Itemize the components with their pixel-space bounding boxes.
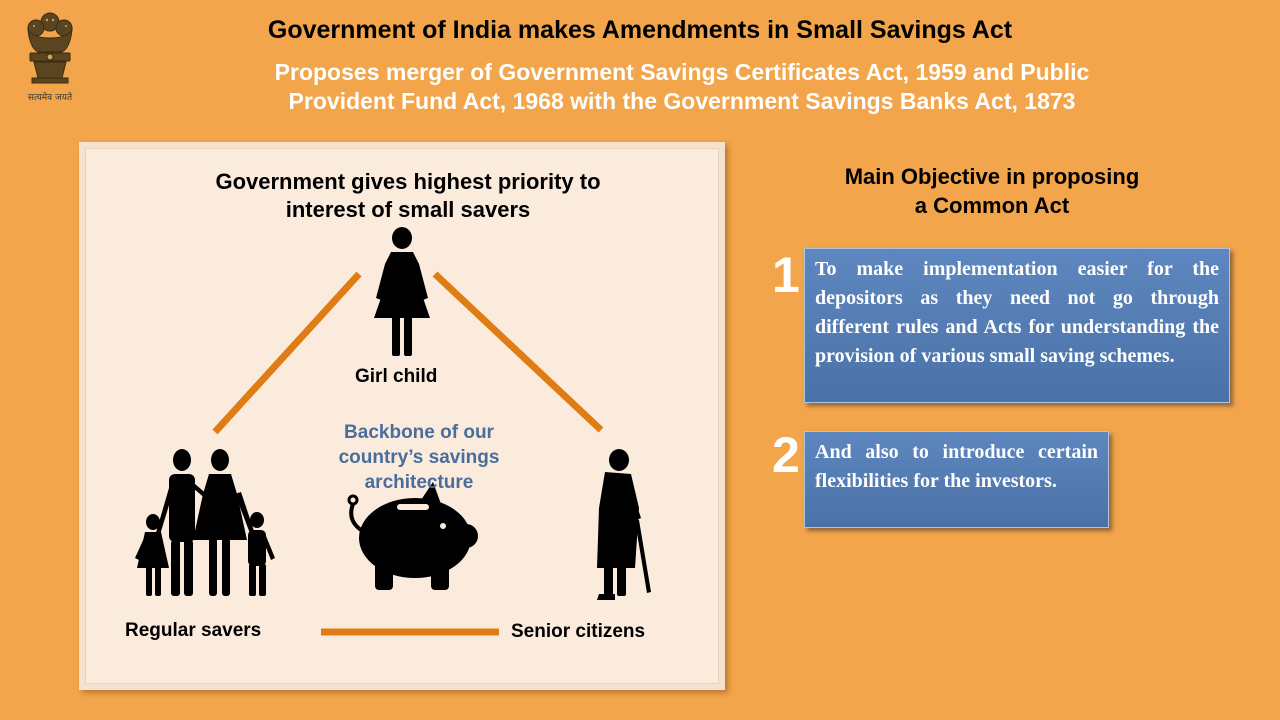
panel-title-line-2: interest of small savers	[285, 197, 531, 222]
page-title: Government of India makes Amendments in …	[267, 16, 1013, 44]
backbone-caption: Backbone of our country’s savings archit…	[297, 420, 541, 495]
backbone-line-1: Backbone of our	[344, 422, 494, 443]
objective-title: Main Objective in proposing a Common Act	[790, 162, 1194, 220]
emblem-motto: सत्यमेव जयते	[27, 93, 73, 103]
panel-title-line-1: Government gives highest priority to	[215, 169, 601, 194]
page-subtitle: Proposes merger of Government Savings Ce…	[92, 58, 1272, 116]
small-savers-panel: Government gives highest priority to int…	[79, 142, 725, 690]
backbone-line-2: country’s savings	[338, 447, 500, 468]
savers-diagram	[135, 227, 651, 636]
subtitle-line-2: Provident Fund Act, 1968 with the Govern…	[288, 88, 1076, 114]
label-senior-citizens: Senior citizens	[511, 621, 646, 642]
objective-title-line-1: Main Objective in proposing	[844, 164, 1140, 189]
connector-girl-senior	[432, 271, 604, 433]
objective-number-2: 2	[772, 427, 800, 483]
senior-citizen-icon	[597, 449, 651, 600]
objective-box-2: And also to introduce certain flexibilit…	[804, 431, 1109, 528]
objective-box-1: To make implementation easier for the de…	[804, 248, 1230, 403]
subtitle-line-1: Proposes merger of Government Savings Ce…	[274, 59, 1090, 85]
connector-girl-regular	[212, 271, 362, 435]
family-icon	[135, 449, 275, 596]
objective-number-1: 1	[772, 247, 800, 303]
national-emblem: सत्यमेव जयते	[18, 8, 82, 104]
label-regular-savers: Regular savers	[125, 620, 262, 641]
objective-title-line-2: a Common Act	[914, 193, 1070, 218]
backbone-line-3: architecture	[364, 472, 474, 493]
national-emblem-icon	[27, 12, 73, 84]
label-girl-child: Girl child	[355, 366, 438, 387]
panel-title: Government gives highest priority to int…	[85, 168, 731, 224]
girl-child-icon	[374, 227, 430, 356]
piggy-bank-icon	[347, 482, 478, 590]
